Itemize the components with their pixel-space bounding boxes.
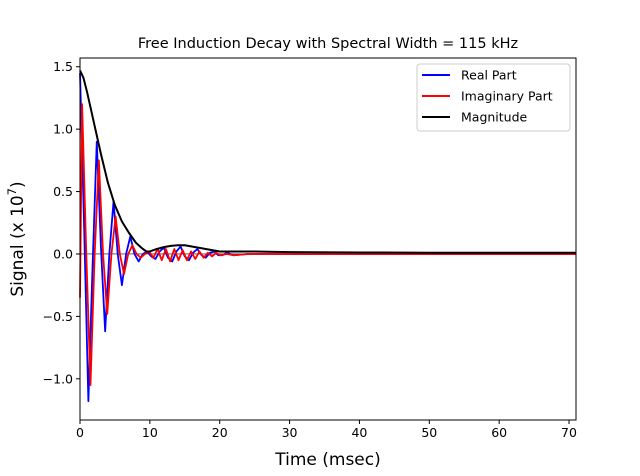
y-tick-label: 1.0 [53,122,73,137]
plot-series-group [79,70,576,403]
legend-box [416,63,571,132]
x-axis-label: Time (msec) [274,450,381,470]
series-line-imaginary-part [79,103,576,386]
y-tick-label: 1.5 [53,59,73,74]
y-tick-label: −0.5 [43,309,73,324]
x-axis-ticks: 0 10 20 30 40 50 60 70 [76,420,577,440]
legend-label-imaginary-part: Imaginary Part [461,89,553,104]
x-tick-label: 20 [212,425,228,440]
y-tick-label: 0.5 [53,184,73,199]
x-tick-label: 40 [351,425,367,440]
series-line-magnitude [79,70,576,254]
y-tick-label: −1.0 [43,371,73,386]
x-tick-label: 30 [282,425,298,440]
chart-title: Free Induction Decay with Spectral Width… [138,36,518,52]
axes-frame [79,57,577,421]
legend: Real Part Imaginary Part Magnitude [416,63,571,132]
x-tick-label: 0 [76,425,84,440]
y-axis-label-exponent: 7 [5,188,19,195]
x-tick-label: 10 [142,425,158,440]
y-tick-label: 0.0 [53,246,73,261]
y-axis-label-main: Signal (x 10 [8,195,28,296]
x-tick-label: 70 [561,425,577,440]
x-tick-label: 60 [491,425,507,440]
x-tick-label: 50 [421,425,437,440]
legend-label-real-part: Real Part [461,68,517,83]
y-axis-label: Signal (x 107) [5,181,28,296]
legend-label-magnitude: Magnitude [461,110,528,125]
y-axis-label-close: ) [8,181,28,188]
y-axis-ticks: −1.0 −0.5 0.0 0.5 1.0 1.5 [43,59,80,386]
